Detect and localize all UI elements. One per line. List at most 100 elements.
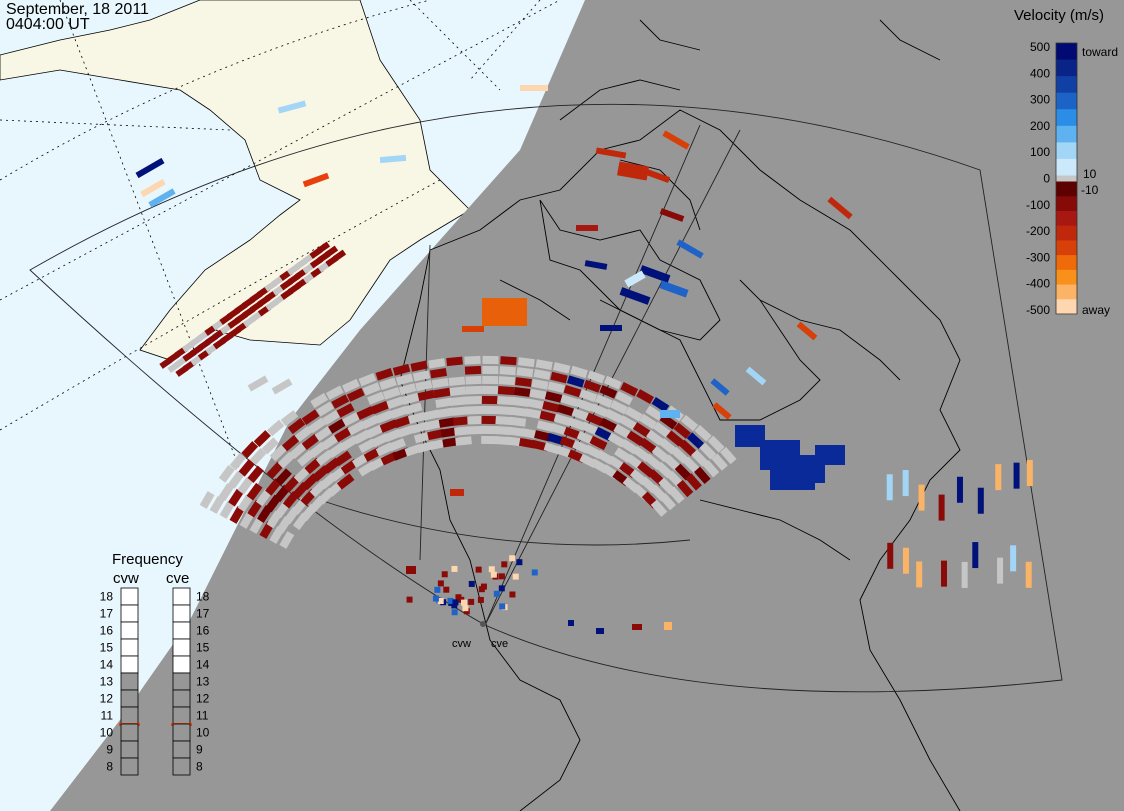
scatter-cell (595, 147, 627, 159)
frequency-cell (172, 621, 191, 640)
frequency-cell (120, 604, 139, 623)
scatter-cell (450, 396, 468, 406)
velocity-tick-label: 0 (1043, 172, 1050, 186)
scatter-cell (535, 359, 553, 370)
scatter-cell (512, 396, 530, 407)
scatter-cell (296, 450, 315, 467)
scatter-cell (482, 365, 499, 375)
scatter-cell (281, 434, 300, 452)
scatter-cell (902, 547, 909, 574)
scatter-cell (432, 595, 439, 602)
scatter-cell (533, 369, 551, 380)
scatter-cell (676, 239, 704, 259)
scatter-cell (316, 241, 331, 254)
scatter-cell (315, 449, 334, 466)
scatter-cell (645, 405, 664, 421)
scatter-cell (446, 356, 463, 367)
frequency-tick-cvw: 11 (101, 709, 114, 723)
scatter-cell (626, 430, 645, 446)
scatter-cell (218, 465, 235, 483)
scatter-cell (361, 415, 380, 430)
scatter-cell (531, 569, 538, 576)
scatter-cell (241, 441, 259, 459)
scatter-cell (209, 496, 225, 514)
scatter-cell (249, 447, 267, 466)
scatter-cell (325, 385, 344, 401)
frequency-cell (120, 655, 139, 674)
scatter-cell (331, 394, 350, 409)
scatter-cell (639, 265, 671, 283)
scatter-cell (575, 398, 594, 412)
scatter-cell (673, 422, 691, 439)
velocity-color-zero (1056, 175, 1077, 182)
scatter-cell (379, 154, 407, 164)
scatter-cell (482, 375, 499, 385)
frequency-cell (120, 689, 139, 708)
scatter-cell (336, 473, 355, 490)
scatter-cell (995, 464, 1002, 491)
frequency-tick-cvw: 10 (100, 726, 114, 740)
scatter-cell (520, 85, 548, 91)
scatter-cell (671, 447, 689, 464)
scatter-cell (452, 416, 470, 426)
frequency-cell (120, 706, 139, 725)
scatter-cell (424, 419, 443, 431)
scatter-cell (478, 586, 485, 593)
velocity-away-label: away (1082, 303, 1110, 317)
scatter-cell (266, 419, 285, 437)
scatter-cell (662, 130, 690, 150)
scatter-cell (346, 387, 365, 402)
scatter-cell (422, 409, 440, 421)
scatter-cell (639, 167, 671, 183)
scatter-cell (624, 406, 643, 422)
scatter-cell (308, 441, 327, 458)
scatter-cell (529, 388, 547, 400)
scatter-cell (553, 413, 572, 426)
velocity-tick-label: -300 (1026, 250, 1050, 264)
scatter-cell (481, 395, 498, 405)
scatter-cell (712, 402, 732, 420)
scatter-cell (1013, 462, 1020, 489)
scatter-cell (499, 603, 506, 610)
scatter-cell (238, 459, 255, 477)
scatter-cell (576, 430, 595, 445)
scatter-cell (451, 602, 458, 609)
scatter-cell (427, 429, 445, 441)
scatter-cell (972, 542, 979, 569)
scatter-cell (450, 489, 464, 496)
scatter-cell (568, 620, 574, 626)
scatter-cell (464, 365, 482, 375)
frequency-tick-cvw: 12 (100, 692, 114, 706)
scatter-cell (664, 622, 672, 630)
scatter-cell (663, 454, 681, 472)
scatter-cell (135, 157, 165, 179)
scatter-cell (563, 426, 582, 440)
velocity-tick-labels: 500 400 300 200 100 0 -100 -200 -300 -400 -500 (1026, 40, 1050, 317)
velocity-color-toward (1056, 142, 1077, 160)
scatter-cell (527, 398, 545, 410)
scatter-cell (516, 367, 534, 378)
scatter-cell (1026, 460, 1033, 487)
scatter-cell (417, 389, 435, 402)
scatter-cell (620, 438, 639, 455)
scatter-cell (219, 501, 235, 519)
scatter-cell (550, 371, 568, 384)
radar-site-label-cvw: cvw (452, 638, 471, 650)
scatter-cell (482, 298, 527, 326)
frequency-cell (172, 604, 191, 623)
scatter-cell (666, 430, 684, 447)
velocity-tick-label: -100 (1026, 198, 1050, 212)
scatter-cell (140, 178, 166, 198)
scatter-cell (501, 561, 508, 568)
scatter-cell (542, 400, 560, 413)
scatter-cell (148, 188, 176, 208)
frequency-cell (172, 689, 191, 708)
scatter-cell (482, 355, 499, 365)
frequency-tick-cvw: 16 (100, 624, 114, 638)
scatter-cell (509, 591, 516, 598)
scatter-cell (521, 428, 539, 439)
frequency-tick-cve: 16 (196, 624, 210, 638)
frequency-columns: 18 18 17 17 16 16 15 15 14 14 13 13 12 12 11 11 10 10 9 9 8 8 (100, 587, 210, 776)
scatter-cell (277, 100, 307, 114)
scatter-cell (560, 394, 578, 407)
